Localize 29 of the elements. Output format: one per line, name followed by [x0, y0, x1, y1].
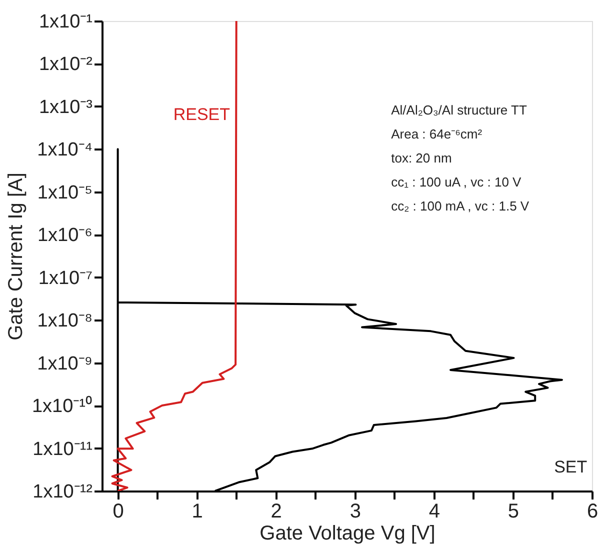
y-tick-label: 1x10⁻¹² — [32, 482, 92, 502]
y-tick-label: 1x10⁻¹ — [38, 12, 92, 32]
y-tick-label: 1x10⁻⁵ — [37, 182, 92, 204]
annotation: cc₂ : 100 mA , vc : 1.5 V — [391, 198, 530, 214]
y-tick-label: 1x10⁻⁴ — [37, 140, 92, 161]
x-tick-label: 6 — [586, 500, 598, 522]
y-tick-label: 1x10⁻² — [38, 54, 92, 76]
y-tick-label: 1x10⁻⁸ — [37, 310, 92, 332]
x-axis-title: Gate Voltage Vg [V] — [260, 522, 436, 544]
y-tick-label: 1x10⁻³ — [38, 96, 92, 118]
y-tick-label: 1x10⁻⁶ — [37, 225, 92, 246]
x-tick-label: 0 — [112, 500, 124, 522]
annotation: RESET — [173, 105, 230, 124]
y-tick-label: 1x10⁻¹⁰ — [32, 395, 92, 418]
y-axis-title: Gate Current Ig [A] — [4, 172, 27, 340]
x-tick-label: 1 — [192, 500, 203, 522]
annotation: Al/Al₂O₃/Al structure TT — [391, 102, 527, 118]
y-tick-label: 1x10⁻⁹ — [37, 353, 92, 374]
x-tick-label: 5 — [508, 500, 520, 522]
annotation: cc₁ : 100 uA , vc : 10 V — [391, 174, 522, 190]
y-tick-label: 1x10⁻¹¹ — [32, 438, 92, 460]
annotation: SET — [554, 458, 588, 476]
y-tick-label: 1x10⁻⁷ — [38, 268, 93, 289]
annotation: Area : 64e⁻⁶cm² — [391, 126, 483, 142]
x-tick-label: 4 — [428, 500, 440, 522]
annotation: tox: 20 nm — [391, 150, 452, 166]
line-series — [111, 21, 238, 491]
x-tick-label: 2 — [270, 500, 282, 522]
x-tick-label: 3 — [350, 500, 361, 522]
